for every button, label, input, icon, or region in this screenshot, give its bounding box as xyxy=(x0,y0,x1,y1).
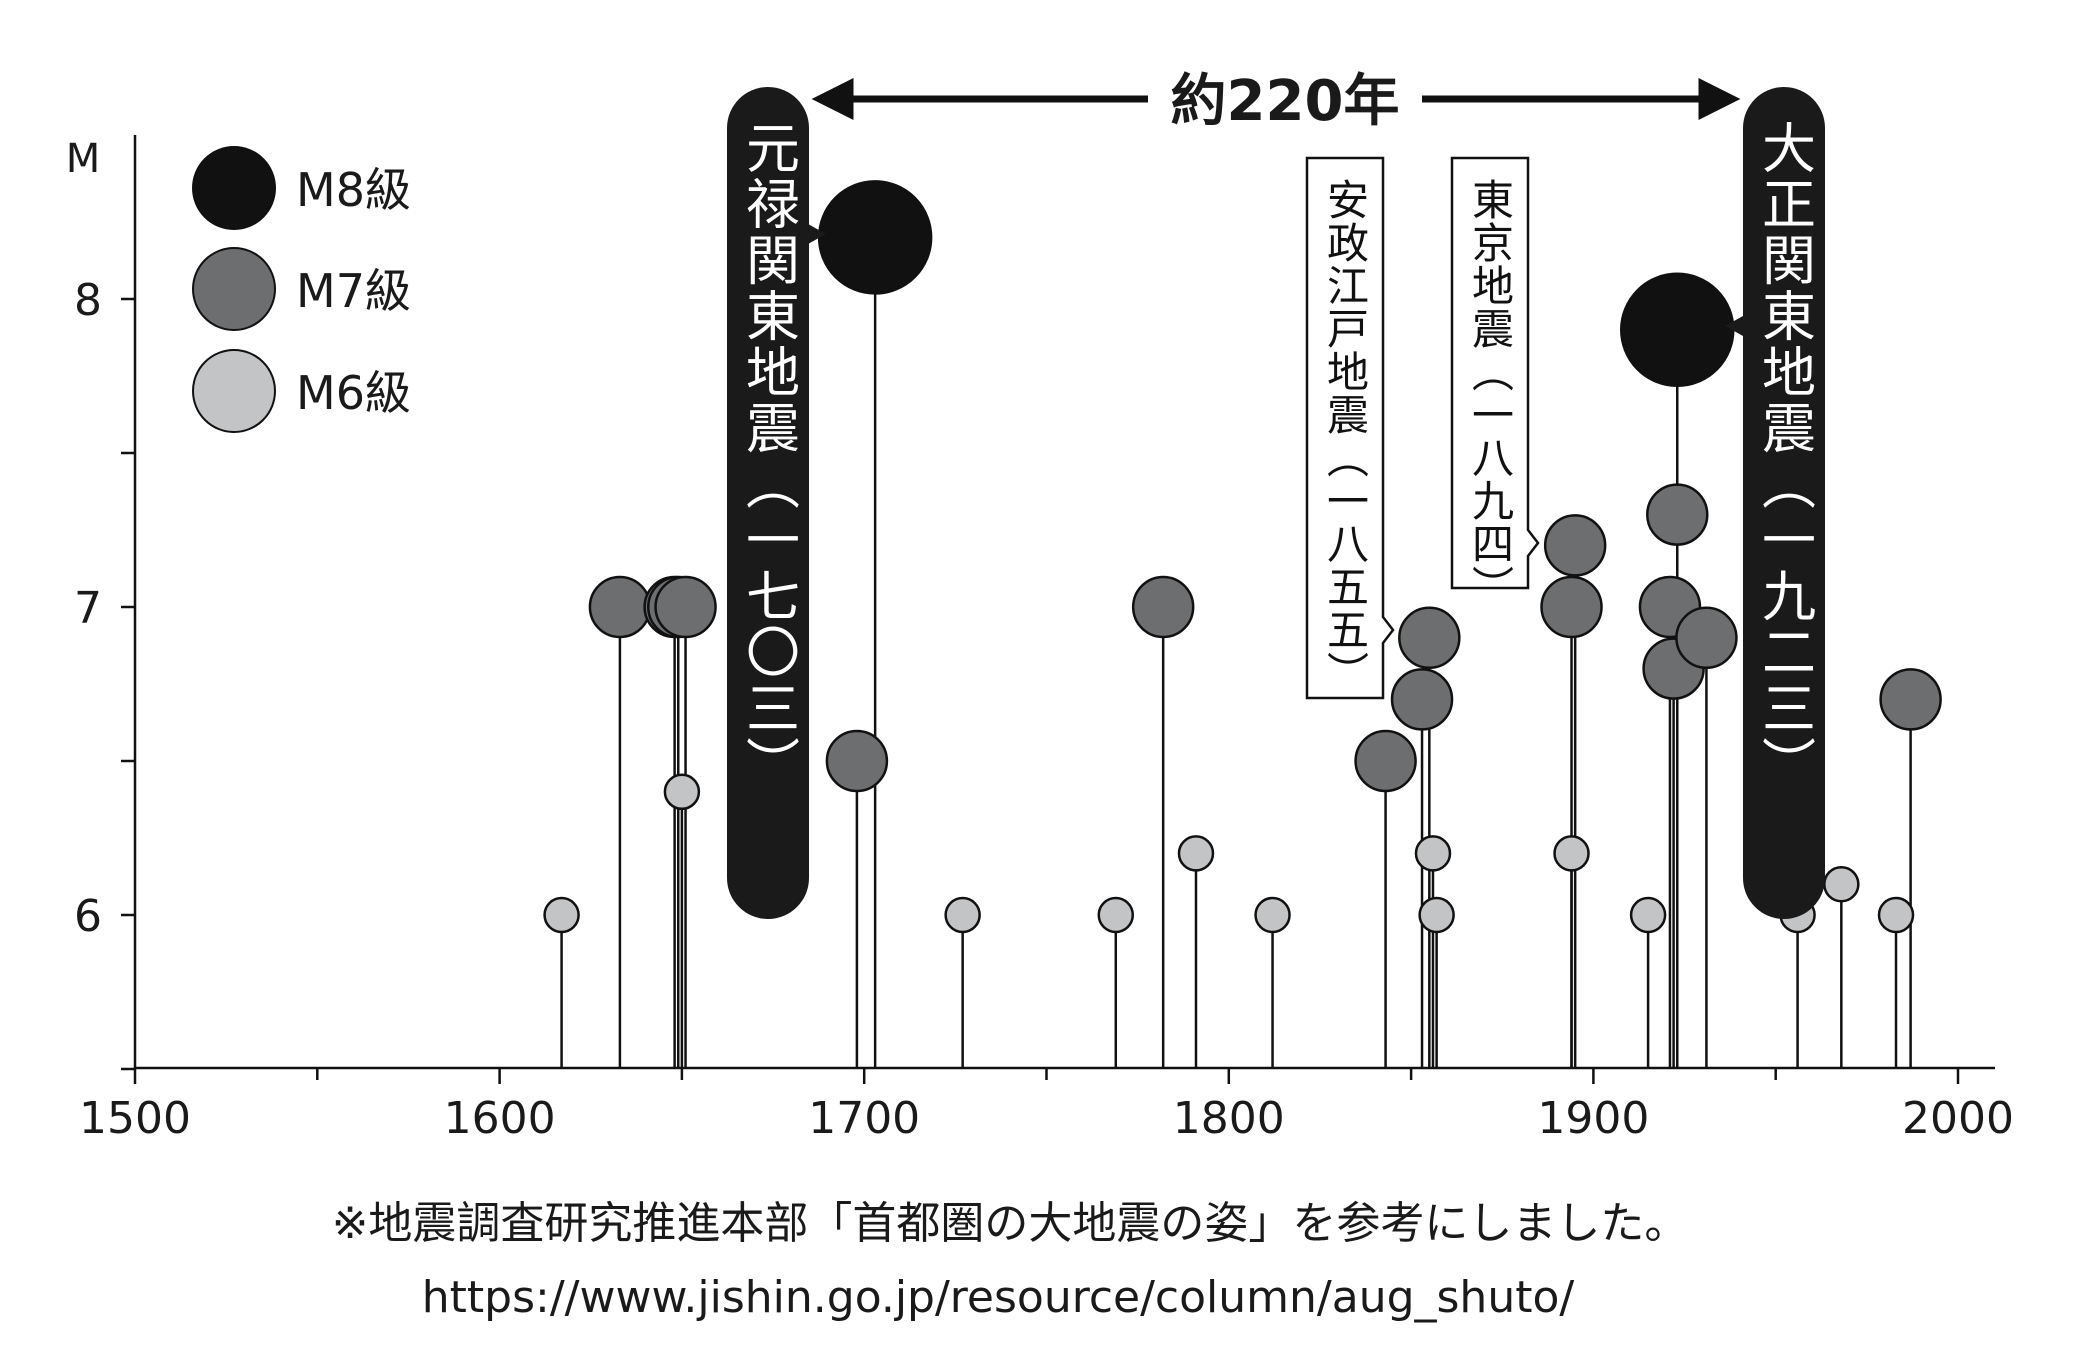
x-tick-label: 1500 xyxy=(79,1093,191,1144)
ansei-box xyxy=(1305,156,1395,700)
quake-point-m6 xyxy=(1414,835,1452,872)
legend: M8級 M7級 M6級 xyxy=(192,146,411,433)
quake-point-m7 xyxy=(1390,668,1454,731)
axis-ticks xyxy=(121,297,1960,1084)
quake-point-m7 xyxy=(1398,606,1461,670)
quake-point-m7 xyxy=(654,575,717,639)
quake-point-m6 xyxy=(1823,865,1860,903)
quake-point-m6 xyxy=(1254,896,1291,934)
genroku-pointer xyxy=(808,224,826,244)
x-tick-label: 1900 xyxy=(1537,1093,1649,1144)
quake-point-m6 xyxy=(543,896,580,934)
genroku-label: 元禄関東地震（一七〇三） xyxy=(727,87,826,919)
quake-point-m8 xyxy=(817,180,933,295)
quake-point-m6 xyxy=(1097,896,1135,934)
y-tick-labels: 6 7 8 xyxy=(74,275,102,942)
quake-point-m7 xyxy=(1543,514,1607,577)
x-tick-label: 1700 xyxy=(808,1093,920,1144)
legend-marker-m7 xyxy=(192,247,276,331)
span-label: 約220年 xyxy=(1171,69,1400,134)
y-tick-label: 7 xyxy=(74,583,102,634)
y-tick-label: 6 xyxy=(74,891,102,942)
taisho-text: 大正関東地震（一九二三） xyxy=(1753,120,1816,792)
source-url: https://www.jishin.go.jp/resource/column… xyxy=(422,1272,1575,1323)
taisho-pointer xyxy=(1725,316,1743,336)
quake-point-m7 xyxy=(588,575,652,639)
y-axis-label: M xyxy=(66,136,101,182)
quake-point-m6 xyxy=(1629,896,1667,934)
x-tick-label: 1600 xyxy=(444,1093,556,1144)
y-tick-label: 8 xyxy=(74,275,102,326)
ansei-text: 安政江戸地震（一八五五） xyxy=(1321,178,1370,694)
taisho-label: 大正関東地震（一九二三） xyxy=(1725,87,1825,919)
source-note: ※地震調査研究推進本部「首都圏の大地震の姿」を参考にしました。 xyxy=(332,1198,1689,1249)
tokyo-text: 東京地震（一八九四） xyxy=(1466,178,1515,608)
tokyo-label: 東京地震（一八九四） xyxy=(1450,156,1540,608)
genroku-text: 元禄関東地震（一七〇三） xyxy=(737,120,800,792)
quake-point-m7 xyxy=(825,729,889,793)
quake-point-m6 xyxy=(1877,896,1915,934)
quake-point-m7 xyxy=(1131,575,1195,639)
legend-label-m8: M8級 xyxy=(296,163,411,217)
quake-point-m6 xyxy=(1418,896,1455,934)
span-annotation: 約220年 xyxy=(811,69,1741,134)
quake-point-m6 xyxy=(663,773,701,811)
tokyo-box xyxy=(1450,156,1540,590)
quake-point-m7 xyxy=(1354,729,1417,793)
x-tick-label: 1800 xyxy=(1173,1093,1285,1144)
x-tick-label: 2000 xyxy=(1902,1093,2014,1144)
quake-point-m6 xyxy=(1177,835,1215,872)
genroku-capsule xyxy=(727,87,809,919)
taisho-capsule xyxy=(1743,87,1825,919)
x-tick-labels: 1500 1600 1700 1800 1900 2000 xyxy=(79,1093,2014,1144)
legend-label-m6: M6級 xyxy=(296,366,411,420)
legend-marker-m6 xyxy=(192,349,276,433)
quake-point-m6 xyxy=(944,896,981,934)
quake-point-m7 xyxy=(1879,668,1942,731)
data-points xyxy=(543,180,1942,934)
quake-point-m7 xyxy=(1675,606,1738,670)
legend-marker-m8 xyxy=(192,146,276,230)
quake-point-m8 xyxy=(1620,272,1735,388)
quake-point-m7 xyxy=(1540,575,1603,639)
quake-point-m6 xyxy=(1553,835,1590,872)
ansei-label: 安政江戸地震（一八五五） xyxy=(1305,156,1395,700)
legend-label-m7: M7級 xyxy=(296,264,411,318)
quake-point-m7 xyxy=(1646,483,1709,546)
